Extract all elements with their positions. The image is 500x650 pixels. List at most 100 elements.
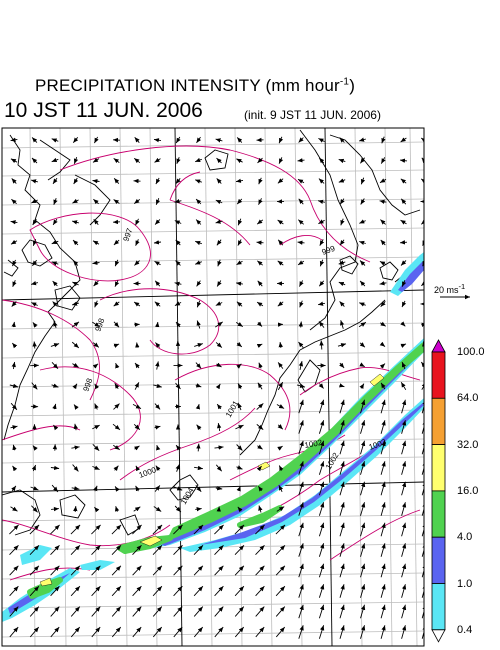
wind-arrow bbox=[255, 606, 265, 617]
wind-arrow bbox=[421, 420, 424, 434]
wind-arrow bbox=[194, 343, 203, 348]
wind-arrow bbox=[9, 626, 19, 638]
wind-arrow bbox=[258, 198, 263, 205]
wind-arrow bbox=[155, 198, 161, 205]
wind-arrow bbox=[154, 157, 161, 163]
wind-arrow bbox=[359, 302, 366, 307]
wind-arrow bbox=[133, 157, 141, 164]
wind-arrow bbox=[401, 543, 407, 557]
wind-arrow bbox=[318, 301, 325, 306]
wind-arrow bbox=[92, 424, 100, 430]
wind-arrow bbox=[9, 524, 19, 535]
wind-arrow bbox=[196, 320, 201, 329]
colorbar-label: 32.0 bbox=[457, 438, 479, 451]
wind-arrow bbox=[112, 423, 121, 431]
wind-arrow bbox=[11, 361, 16, 370]
wind-arrow bbox=[111, 524, 122, 535]
wind-arrow bbox=[11, 342, 18, 349]
wind-arrow bbox=[360, 543, 366, 557]
wind-arrow bbox=[70, 544, 81, 556]
wind-arrow bbox=[297, 178, 305, 184]
wind-arrow bbox=[256, 219, 264, 225]
wind-arrow bbox=[276, 506, 285, 512]
colorbar-segment bbox=[431, 490, 446, 538]
wind-arrow bbox=[156, 444, 161, 451]
wind-arrow bbox=[298, 321, 303, 328]
wind-arrow bbox=[277, 178, 284, 184]
wind-arrow bbox=[339, 604, 345, 619]
wind-arrow bbox=[215, 199, 223, 205]
wind-arrow bbox=[134, 362, 140, 369]
wind-arrow bbox=[29, 524, 40, 535]
wind-arrow bbox=[175, 340, 181, 350]
wind-arrow bbox=[360, 157, 366, 164]
wind-arrow bbox=[317, 199, 326, 204]
wind-arrow bbox=[31, 198, 38, 204]
wind-arrow bbox=[234, 544, 245, 556]
wind-arrow bbox=[92, 179, 100, 184]
wind-arrow bbox=[51, 239, 59, 245]
wind-arrow bbox=[113, 444, 120, 451]
wind-arrow bbox=[9, 383, 19, 388]
wind-arrow bbox=[9, 585, 19, 597]
wind-arrow bbox=[298, 219, 304, 225]
wind-arrow bbox=[337, 343, 347, 348]
wind-arrow bbox=[72, 383, 78, 390]
wind-arrow bbox=[277, 260, 284, 266]
wind-arrow bbox=[155, 177, 161, 185]
wind-arrow bbox=[52, 301, 58, 307]
wind-arrow bbox=[11, 321, 16, 328]
isobar-label: 999 bbox=[321, 244, 337, 257]
wind-arrow bbox=[379, 341, 386, 347]
rain-heavy bbox=[27, 342, 424, 599]
wind-arrow bbox=[214, 544, 224, 556]
wind-arrow bbox=[216, 403, 222, 410]
wind-arrow bbox=[193, 565, 204, 576]
wind-arrow bbox=[298, 198, 304, 205]
wind-arrow bbox=[278, 157, 284, 164]
wind-arrow bbox=[277, 239, 284, 246]
wind-arrow bbox=[215, 342, 223, 348]
wind-arrow bbox=[73, 423, 78, 431]
wind-arrow bbox=[195, 507, 202, 512]
wind-arrow bbox=[421, 461, 424, 475]
wind-arrow bbox=[173, 544, 183, 556]
wind-arrow bbox=[318, 383, 324, 389]
wind-arrow bbox=[52, 177, 58, 185]
wind-arrow bbox=[255, 544, 265, 556]
wind-arrow bbox=[234, 585, 245, 597]
wind-arrow bbox=[257, 280, 263, 287]
wind-arrow bbox=[154, 219, 161, 225]
colorbar-label: 4.0 bbox=[457, 531, 473, 544]
wind-arrow bbox=[298, 625, 304, 639]
wind-arrow bbox=[399, 240, 408, 245]
wind-arrow bbox=[214, 524, 224, 535]
wind-arrow bbox=[11, 485, 17, 492]
wind-arrow bbox=[401, 440, 407, 455]
wind-arrow bbox=[113, 178, 120, 184]
wind-arrow bbox=[256, 343, 263, 349]
wind-arrow bbox=[216, 280, 222, 287]
wind-arrow bbox=[277, 301, 284, 307]
wind-arrow bbox=[275, 606, 286, 617]
wind-arrow bbox=[421, 543, 424, 557]
wind-arrow bbox=[359, 362, 365, 368]
wind-arrow bbox=[135, 465, 141, 472]
wind-arrow bbox=[319, 239, 325, 246]
wind-arrow bbox=[52, 218, 58, 226]
wind-arrow bbox=[257, 382, 263, 390]
wind-arrow bbox=[10, 402, 18, 411]
wind-arrow bbox=[401, 522, 407, 537]
wind-arrow bbox=[255, 524, 265, 535]
wind-arrow bbox=[256, 403, 264, 410]
wind-arrow bbox=[421, 481, 424, 496]
wind-arrow bbox=[358, 321, 367, 328]
wind-arrow bbox=[173, 565, 183, 576]
wind-arrow bbox=[237, 383, 243, 389]
wind-arrow bbox=[152, 585, 163, 597]
wind-arrow bbox=[70, 524, 81, 535]
wind-arrow bbox=[113, 343, 120, 348]
wind-arrow bbox=[277, 424, 284, 430]
wind-arrow bbox=[296, 383, 306, 388]
